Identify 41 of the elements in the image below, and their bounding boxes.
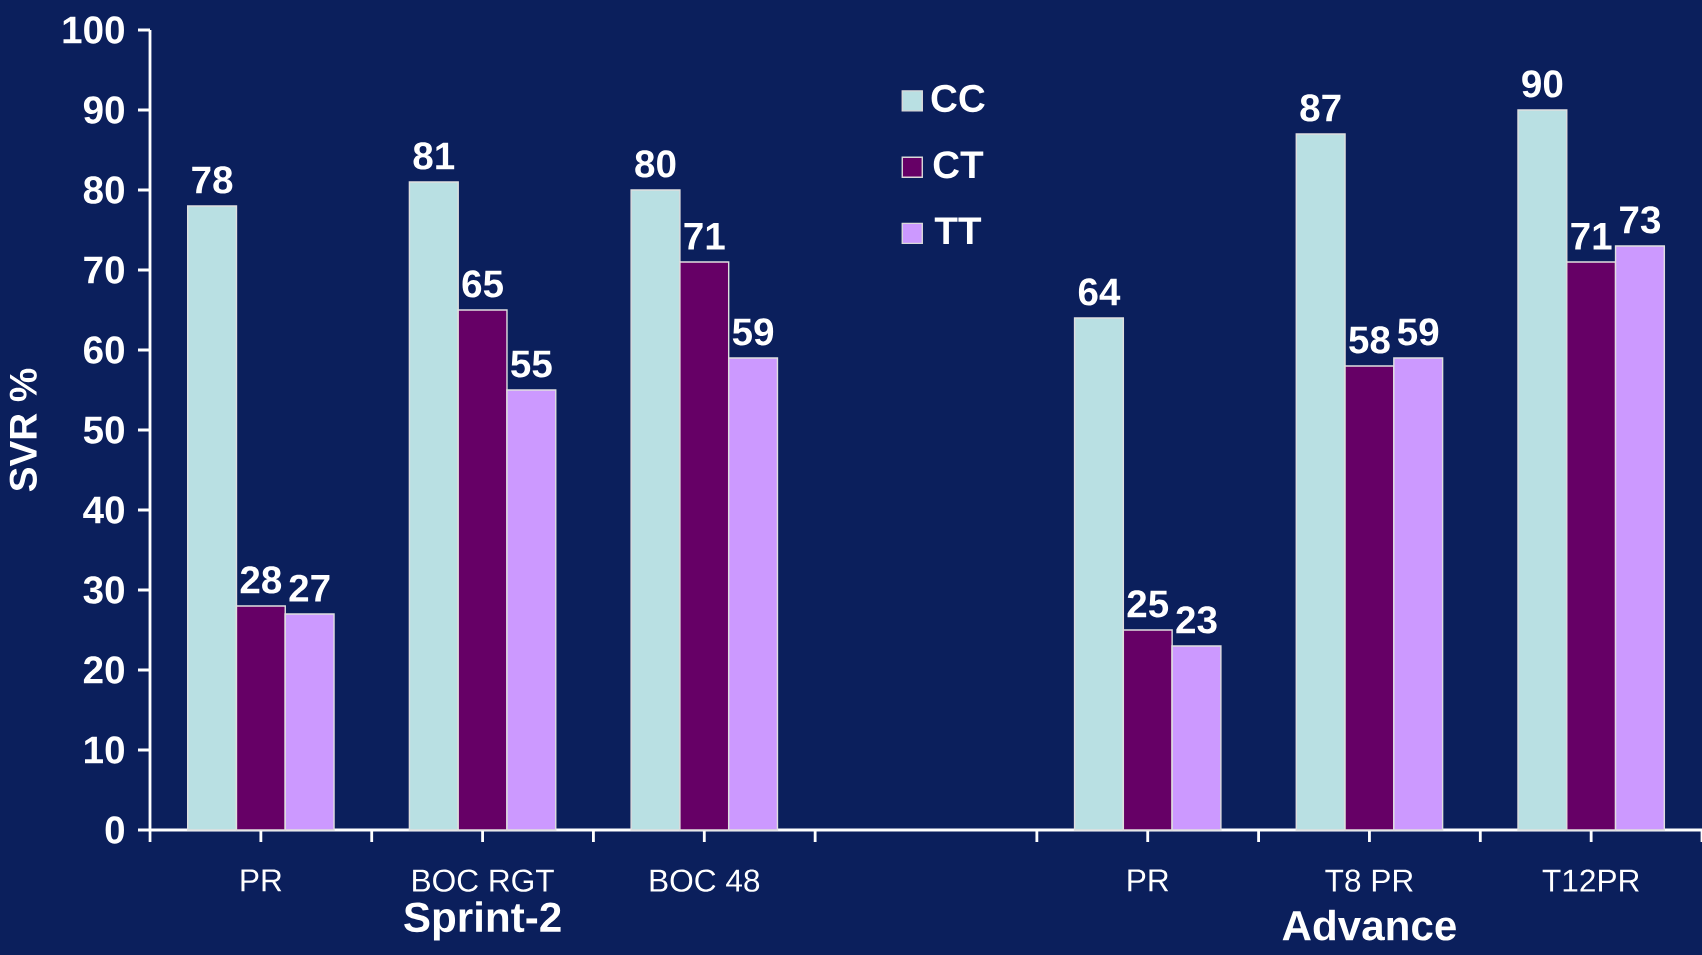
data-label: 23 (1176, 606, 1217, 634)
x-tick-label: PR (241, 869, 282, 892)
y-tick-label: 70 (84, 256, 124, 284)
data-label: 55 (511, 350, 552, 378)
data-label: 78 (192, 166, 233, 194)
data-label: 81 (413, 142, 455, 170)
x-tick-label: T12PR (1542, 869, 1639, 892)
data-label: 73 (1620, 206, 1661, 234)
data-label: 71 (684, 223, 725, 250)
legend-label: CC (931, 84, 985, 113)
data-label: 87 (1300, 94, 1341, 122)
y-tick-label: 0 (105, 816, 124, 844)
data-label: 27 (289, 574, 330, 602)
x-tick-label: PR (1128, 869, 1169, 892)
data-label: 59 (732, 318, 774, 346)
x-tick-label: BOC RGT (413, 869, 554, 892)
data-label: 71 (1571, 223, 1612, 250)
data-label: 58 (1349, 326, 1390, 354)
data-label: 65 (462, 270, 503, 298)
y-tick-label: 100 (63, 16, 124, 44)
text: Sprint-2 (404, 901, 561, 941)
y-axis-title: SVR % (9, 368, 37, 492)
data-label: 25 (1127, 590, 1169, 618)
x-tick-label: BOC 48 (650, 869, 760, 892)
data-label: 80 (635, 150, 676, 178)
y-tick-label: 60 (84, 336, 124, 364)
y-tick-label: 30 (83, 576, 124, 604)
text: Advance (1282, 909, 1456, 941)
data-label: 90 (1522, 70, 1563, 98)
legend-label: CT (933, 151, 984, 179)
y-tick-label: 90 (83, 96, 124, 124)
y-tick-label: 50 (83, 416, 124, 444)
y-tick-label: 20 (83, 656, 124, 684)
x-tick-label: T8 PR (1325, 869, 1413, 892)
y-tick-label: 80 (83, 176, 124, 204)
y-tick-label: 40 (83, 496, 124, 524)
y-tick-label: 10 (85, 736, 124, 764)
data-label: 64 (1078, 278, 1121, 306)
data-label: 59 (1397, 318, 1439, 346)
legend-label: TT (934, 217, 982, 245)
data-label: 28 (240, 566, 282, 594)
